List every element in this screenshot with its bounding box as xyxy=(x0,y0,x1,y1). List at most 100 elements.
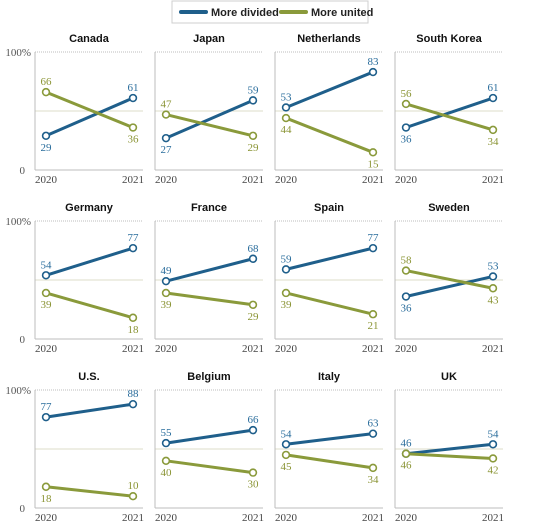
united-point xyxy=(368,148,378,157)
united-point xyxy=(401,266,411,275)
small-multiples: Canada 100% 0 2020 2021 29 61 66 36 Japan 2020 2021… xyxy=(5,33,504,524)
divided-data-label: 36 xyxy=(401,303,413,315)
divided-point xyxy=(161,276,171,286)
divided-point xyxy=(368,67,378,77)
panel-u-s: U.S. 100% 0 2020 2021 77 88 18 10 xyxy=(5,371,144,524)
divided-point xyxy=(248,254,258,263)
divided-point xyxy=(128,93,138,103)
united-series-line xyxy=(164,291,255,307)
united-point xyxy=(488,125,498,135)
x-tick-label: 2021 xyxy=(362,512,384,524)
x-tick-label: 2021 xyxy=(362,174,384,186)
divided-data-label: 36 xyxy=(401,134,413,146)
divided-point xyxy=(41,412,51,422)
united-point xyxy=(281,288,291,298)
united-data-label: 66 xyxy=(41,76,53,88)
y-tick-bottom: 0 xyxy=(20,165,26,177)
divided-series-line xyxy=(164,98,255,140)
united-point xyxy=(368,463,378,473)
divided-point xyxy=(368,243,378,253)
united-series-line xyxy=(404,102,495,132)
united-series-line xyxy=(284,291,375,316)
x-tick-label: 2020 xyxy=(155,512,178,524)
divided-series-line xyxy=(284,432,375,446)
panel-title: Netherlands xyxy=(297,33,361,45)
united-point xyxy=(41,288,51,298)
panel-sweden: Sweden 2020 2021 36 53 58 43 xyxy=(394,202,504,355)
united-data-label: 36 xyxy=(128,134,140,146)
x-tick-label: 2020 xyxy=(35,512,58,524)
divided-data-label: 59 xyxy=(281,253,293,265)
x-tick-label: 2020 xyxy=(395,174,418,186)
panel-belgium: Belgium 2020 2021 55 66 40 30 xyxy=(154,371,264,524)
y-tick-top: 100% xyxy=(5,216,31,228)
divided-point xyxy=(368,429,378,438)
united-series-line xyxy=(44,485,135,498)
divided-data-label: 77 xyxy=(368,232,380,244)
divided-data-label: 66 xyxy=(248,414,260,426)
united-point xyxy=(488,284,498,293)
panel-title: Belgium xyxy=(187,371,231,383)
x-tick-label: 2020 xyxy=(275,174,298,186)
divided-point xyxy=(281,440,291,449)
panel-netherlands: Netherlands 2020 2021 53 83 44 15 xyxy=(274,33,384,186)
united-data-label: 47 xyxy=(161,99,173,111)
united-data-label: 29 xyxy=(248,142,260,154)
united-data-label: 34 xyxy=(488,136,500,148)
y-tick-top: 100% xyxy=(5,47,31,59)
united-series-line xyxy=(284,116,375,154)
panel-italy: Italy 2020 2021 54 63 45 34 xyxy=(274,371,384,524)
x-tick-label: 2020 xyxy=(275,512,298,524)
panel-france: France 2020 2021 49 68 39 29 xyxy=(154,202,264,355)
united-point xyxy=(281,113,291,123)
united-data-label: 45 xyxy=(281,461,293,473)
united-data-label: 29 xyxy=(248,311,260,323)
panel-title: Sweden xyxy=(428,202,470,214)
united-data-label: 18 xyxy=(41,493,53,505)
legend-divided-label: More divided xyxy=(211,7,279,19)
divided-series-line xyxy=(164,428,255,445)
divided-data-label: 63 xyxy=(368,418,380,430)
x-tick-label: 2020 xyxy=(275,343,298,355)
divided-data-label: 59 xyxy=(248,84,260,96)
panel-title: Canada xyxy=(69,33,110,45)
panel-title: UK xyxy=(441,371,457,383)
united-series-line xyxy=(284,453,375,470)
divided-series-line xyxy=(404,442,495,456)
united-data-label: 56 xyxy=(401,88,413,100)
panel-title: Japan xyxy=(193,33,225,45)
x-tick-label: 2020 xyxy=(155,174,178,186)
divided-point xyxy=(488,272,498,281)
panel-uk: UK 2020 2021 46 54 46 42 xyxy=(394,371,504,524)
united-point xyxy=(128,492,138,501)
y-tick-bottom: 0 xyxy=(20,334,26,346)
x-tick-label: 2021 xyxy=(122,174,144,186)
united-data-label: 15 xyxy=(368,158,380,170)
divided-point xyxy=(128,399,138,409)
panel-title: France xyxy=(191,202,227,214)
divided-series-line xyxy=(284,246,375,271)
divided-point xyxy=(161,438,171,448)
x-tick-label: 2021 xyxy=(482,512,504,524)
divided-series-line xyxy=(404,274,495,299)
x-tick-label: 2021 xyxy=(482,343,504,355)
united-series-line xyxy=(404,452,495,460)
x-tick-label: 2021 xyxy=(242,343,264,355)
united-data-label: 58 xyxy=(401,255,413,267)
legend-united-label: More united xyxy=(311,7,373,19)
panel-title: Germany xyxy=(65,202,114,214)
panel-title: Spain xyxy=(314,202,344,214)
united-point xyxy=(248,300,258,309)
divided-data-label: 49 xyxy=(161,265,173,277)
divided-point xyxy=(401,292,411,301)
y-tick-top: 100% xyxy=(5,385,31,397)
united-data-label: 34 xyxy=(368,474,380,486)
panel-germany: Germany 100% 0 2020 2021 54 77 39 18 xyxy=(5,202,144,355)
divided-data-label: 83 xyxy=(368,56,380,68)
divided-point xyxy=(248,425,258,435)
divided-point xyxy=(128,243,138,253)
divided-data-label: 77 xyxy=(128,232,140,244)
divided-point xyxy=(161,133,171,143)
divided-series-line xyxy=(404,96,495,130)
x-tick-label: 2021 xyxy=(242,174,264,186)
